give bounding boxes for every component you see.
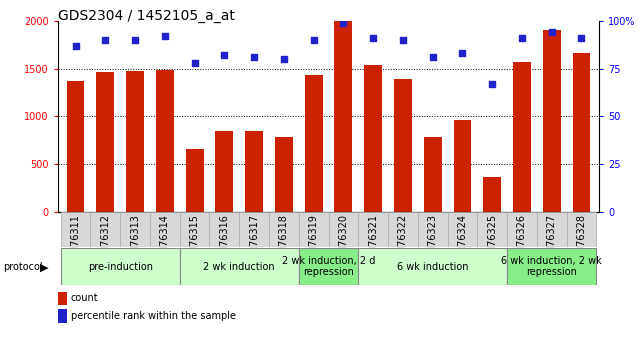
Text: GSM76315: GSM76315 [190, 214, 199, 267]
Point [219, 52, 229, 58]
Text: 2 wk induction: 2 wk induction [203, 262, 275, 272]
Text: GSM76320: GSM76320 [338, 214, 349, 267]
Point [487, 81, 497, 87]
Point [398, 37, 408, 43]
Bar [96, 72, 114, 212]
Bar [358, 248, 507, 285]
Point [160, 33, 170, 39]
Point [338, 20, 349, 26]
Text: 2 wk induction, 2 d
repression: 2 wk induction, 2 d repression [282, 256, 375, 277]
Bar [394, 79, 412, 212]
Text: GSM76327: GSM76327 [547, 214, 557, 267]
Bar [239, 212, 269, 247]
Bar [478, 212, 507, 247]
Point [249, 54, 259, 60]
Text: GSM76316: GSM76316 [219, 214, 229, 267]
Text: GSM76328: GSM76328 [576, 214, 587, 267]
Text: count: count [71, 294, 98, 303]
Bar [328, 212, 358, 247]
Bar [299, 212, 328, 247]
Text: GSM76326: GSM76326 [517, 214, 527, 267]
Text: 6 wk induction: 6 wk induction [397, 262, 469, 272]
Text: GSM76323: GSM76323 [428, 214, 438, 267]
Bar [61, 212, 90, 247]
Bar [418, 212, 447, 247]
Bar [179, 212, 210, 247]
Bar [67, 81, 85, 212]
Bar [364, 65, 382, 212]
Point [100, 37, 110, 43]
Bar [335, 21, 353, 212]
Bar [90, 212, 120, 247]
Text: GSM76324: GSM76324 [458, 214, 467, 267]
Point [576, 35, 587, 41]
Bar [150, 212, 179, 247]
Point [71, 43, 81, 48]
Text: 6 wk induction, 2 wk
repression: 6 wk induction, 2 wk repression [501, 256, 602, 277]
Bar [483, 177, 501, 212]
Text: GSM76311: GSM76311 [71, 214, 81, 267]
Text: GSM76312: GSM76312 [100, 214, 110, 267]
Point [428, 54, 438, 60]
Point [547, 29, 557, 35]
Bar [513, 62, 531, 212]
Text: GSM76317: GSM76317 [249, 214, 259, 267]
Point [368, 35, 378, 41]
Bar [215, 131, 233, 212]
Bar [537, 212, 567, 247]
Bar [358, 212, 388, 247]
Text: ▶: ▶ [40, 263, 48, 272]
Point [130, 37, 140, 43]
Bar [156, 70, 174, 212]
Point [457, 50, 467, 56]
Point [308, 37, 319, 43]
Point [190, 60, 200, 66]
Bar [453, 120, 471, 212]
Bar [186, 149, 203, 212]
Text: GSM76318: GSM76318 [279, 214, 289, 267]
Bar [543, 30, 561, 212]
Bar [269, 212, 299, 247]
Bar [424, 137, 442, 212]
Text: GSM76319: GSM76319 [308, 214, 319, 267]
Bar [567, 212, 596, 247]
Bar [245, 131, 263, 212]
Bar [61, 248, 179, 285]
Bar [126, 71, 144, 212]
Point [517, 35, 527, 41]
Bar [299, 248, 358, 285]
Point [279, 56, 289, 62]
Text: percentile rank within the sample: percentile rank within the sample [71, 311, 235, 321]
Bar [388, 212, 418, 247]
Bar [275, 138, 293, 212]
Bar [507, 212, 537, 247]
Text: GDS2304 / 1452105_a_at: GDS2304 / 1452105_a_at [58, 9, 235, 23]
Text: GSM76321: GSM76321 [368, 214, 378, 267]
Bar [120, 212, 150, 247]
Bar [304, 75, 322, 212]
Bar [179, 248, 299, 285]
Text: GSM76314: GSM76314 [160, 214, 170, 267]
Bar [447, 212, 478, 247]
Text: GSM76325: GSM76325 [487, 214, 497, 267]
Text: GSM76313: GSM76313 [130, 214, 140, 267]
Bar [210, 212, 239, 247]
Bar [572, 53, 590, 212]
Text: protocol: protocol [3, 263, 43, 272]
Bar [507, 248, 596, 285]
Text: pre-induction: pre-induction [88, 262, 153, 272]
Text: GSM76322: GSM76322 [398, 214, 408, 267]
